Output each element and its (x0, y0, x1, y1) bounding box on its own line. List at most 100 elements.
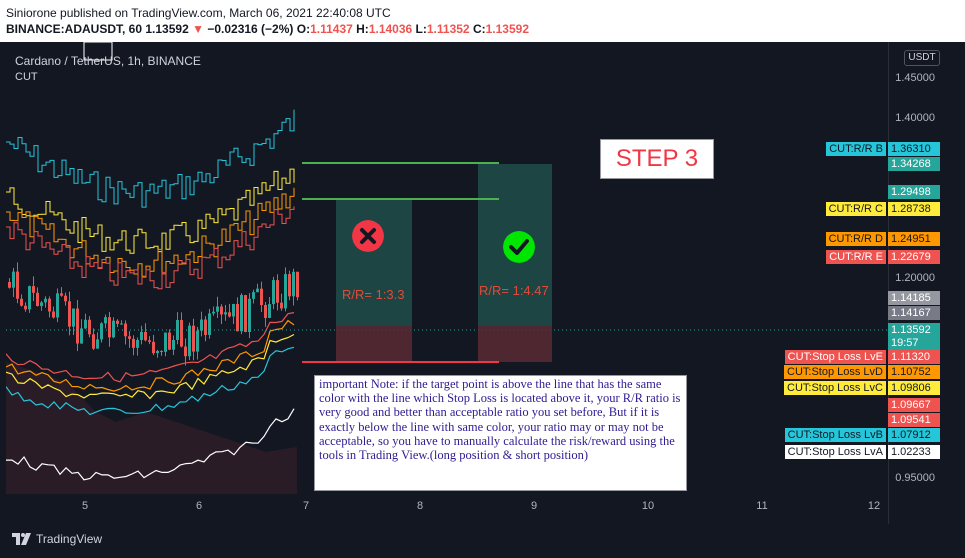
price-axis-label: 1.14185 (888, 291, 940, 305)
price-tick: 0.95000 (895, 472, 935, 484)
time-tick: 6 (195, 500, 203, 512)
candle-body (156, 350, 159, 354)
candle-body (56, 293, 59, 318)
price-axis-label: 1.29498 (888, 185, 940, 199)
candle-body (248, 298, 251, 332)
candle-body (260, 288, 263, 306)
candle-body (192, 325, 195, 352)
price-tick: 1.20000 (895, 272, 935, 284)
candle-body (124, 323, 127, 337)
candle-body (12, 271, 15, 288)
tradingview-logo[interactable]: TradingView (12, 532, 102, 546)
indicator-level-label: CUT:R/R D (825, 232, 886, 246)
candle-body (128, 336, 131, 339)
candle-body (280, 302, 283, 309)
indicator-band (6, 168, 295, 254)
checkmark-icon (503, 231, 535, 263)
candle-body (148, 340, 151, 342)
candle-body (236, 303, 239, 332)
indicator-band (6, 109, 295, 208)
candle-body (184, 346, 187, 357)
candle-body (284, 274, 287, 309)
ohlc-line: BINANCE:ADAUSDT, 60 1.13592 ▼ −0.02316 (… (6, 21, 965, 37)
candle-body (164, 332, 167, 352)
price-tick: 1.40000 (895, 112, 935, 124)
candle-body (76, 308, 79, 344)
candle-body (72, 308, 75, 327)
target-zone-left (336, 200, 412, 326)
price-axis-label: 1.28738 (888, 202, 940, 216)
open-value: 1.11437 (310, 22, 353, 36)
candle-body (228, 312, 231, 317)
price-axis-label: 1.14167 (888, 306, 940, 320)
rr-right-label: R/R= 1:4.47 (479, 283, 549, 298)
ma-line (6, 408, 295, 481)
time-tick: 9 (530, 500, 538, 512)
price-chart[interactable] (6, 42, 888, 494)
indicator-level-label: CUT:Stop Loss LvB (784, 428, 886, 442)
close-value: 1.13592 (485, 22, 529, 36)
candle-body (196, 330, 199, 352)
time-tick: 8 (416, 500, 424, 512)
price-axis[interactable]: 1.45000 1.40000 1.20000 0.95000 (888, 42, 965, 524)
candle-body (288, 274, 291, 297)
price-axis-label: 1.13592 (888, 323, 940, 337)
last-price: 1.13592 (145, 22, 189, 36)
candle-body (40, 302, 43, 307)
candle-body (216, 306, 219, 312)
price-axis-label: 1.09806 (888, 381, 940, 395)
candle-body (244, 295, 247, 332)
indicator-level-label: CUT:Stop Loss LvE (784, 350, 886, 364)
indicator-level-label: CUT:Stop Loss LvD (784, 365, 886, 379)
shaded-area (6, 362, 297, 494)
candle-body (152, 341, 155, 354)
candle-body (200, 319, 203, 331)
candle-body (232, 303, 235, 317)
candle-body (212, 311, 215, 314)
candle-body (104, 317, 107, 324)
tradingview-brand: TradingView (36, 532, 103, 546)
candle-body (220, 306, 223, 315)
candle-body (8, 282, 11, 288)
time-tick: 7 (302, 500, 310, 512)
candle-body (252, 292, 255, 299)
candle-body (88, 319, 91, 335)
candle-body (92, 334, 95, 349)
price-axis-label: 1.09667 (888, 398, 940, 412)
ma-line (6, 346, 295, 416)
candle-body (160, 350, 163, 352)
close-label: C: (472, 22, 486, 36)
indicator-level-label: CUT:Stop Loss LvA (784, 445, 886, 459)
price-axis-label: 19:57 (888, 336, 940, 350)
high-value: 1.14036 (368, 22, 413, 36)
candle-body (264, 305, 267, 318)
tradingview-logo-icon (12, 533, 31, 545)
candle-body (176, 320, 179, 340)
indicator-band (6, 206, 295, 290)
currency-button[interactable]: USDT (904, 50, 940, 66)
price-axis-label: 1.02233 (888, 445, 940, 459)
candle-body (64, 295, 67, 302)
candle-body (32, 286, 35, 293)
time-tick: 5 (81, 500, 89, 512)
price-axis-label: 1.22679 (888, 250, 940, 264)
candle-body (224, 312, 227, 315)
candle-body (172, 339, 175, 350)
candle-body (204, 319, 207, 335)
indicator-label[interactable]: CUT (15, 71, 38, 83)
candle-body (116, 320, 119, 324)
candle-body (120, 323, 123, 325)
publisher-line: Siniorone published on TradingView.com, … (6, 6, 391, 20)
candle-body (188, 325, 191, 357)
candle-body (256, 288, 259, 293)
price-axis-label: 1.36310 (888, 142, 940, 156)
candle-body (96, 339, 99, 349)
ma-line (6, 312, 295, 383)
candle-body (140, 331, 143, 340)
candle-body (52, 311, 55, 318)
candle-body (240, 295, 243, 332)
price-tick: 1.45000 (895, 72, 935, 84)
open-label: O: (296, 22, 311, 36)
footer (0, 524, 965, 558)
step-label: STEP 3 (600, 139, 714, 179)
